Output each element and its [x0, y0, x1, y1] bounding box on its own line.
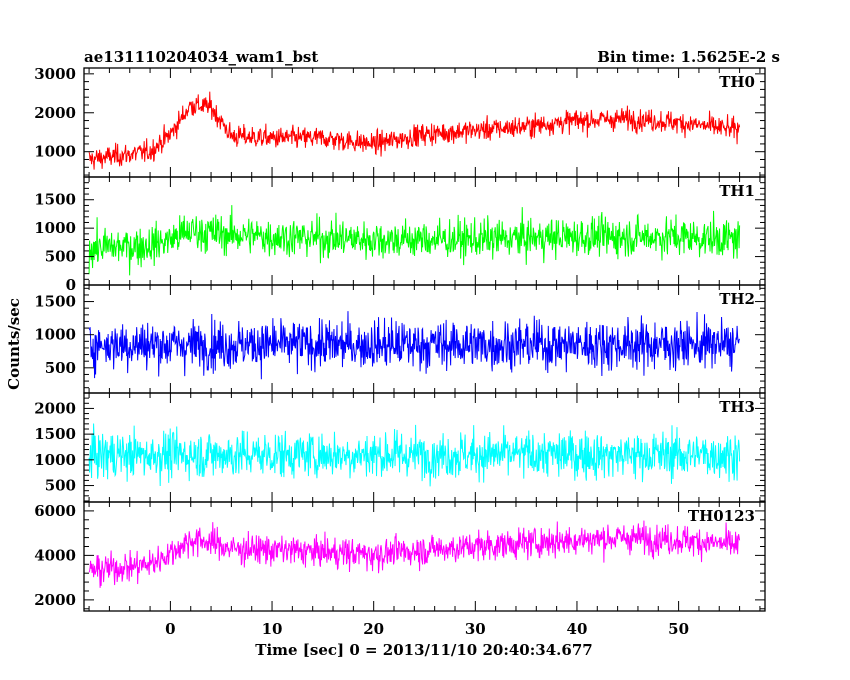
y-tick-label: 1000: [34, 451, 76, 469]
y-tick-label: 2000: [34, 399, 76, 417]
panel-frame-th0123: [83, 501, 766, 612]
y-tick-label: 1000: [34, 326, 76, 344]
x-tick-label: 40: [567, 620, 588, 638]
x-tick-label: 0: [165, 620, 175, 638]
y-tick-label: 1000: [34, 143, 76, 161]
series-line-th0: [88, 91, 741, 170]
panel-label-th2: TH2: [719, 290, 755, 308]
panel-label-th0: TH0: [719, 73, 755, 91]
x-tick-label: 30: [465, 620, 486, 638]
y-tick-label: 6000: [34, 502, 76, 520]
x-tick-label: 20: [363, 620, 384, 638]
series-line-th0123: [88, 520, 741, 588]
y-tick-label: 1500: [34, 191, 76, 209]
panel-label-th1: TH1: [719, 182, 755, 200]
series-line-th1: [88, 205, 741, 276]
y-axis-label: Counts/sec: [5, 298, 23, 390]
y-tick-label: 500: [45, 477, 76, 495]
y-tick-label: 0: [66, 276, 76, 294]
series-line-th3: [88, 423, 741, 487]
y-tick-label: 500: [45, 359, 76, 377]
header-right-bin-time: Bin time: 1.5625E-2 s: [597, 48, 780, 66]
y-tick-label: 1500: [34, 293, 76, 311]
panel-label-th0123: TH0123: [688, 507, 755, 525]
y-tick-label: 2000: [34, 104, 76, 122]
header-left-title: ae131110204034_wam1_bst: [84, 48, 318, 66]
y-tick-label: 4000: [34, 546, 76, 564]
x-tick-label: 10: [262, 620, 283, 638]
x-tick-label: 50: [668, 620, 689, 638]
y-tick-label: 3000: [34, 65, 76, 83]
series-line-th2: [88, 311, 741, 380]
y-tick-label: 500: [45, 248, 76, 266]
x-axis-label: Time [sec] 0 = 2013/11/10 20:40:34.677: [255, 641, 592, 659]
y-tick-label: 2000: [34, 591, 76, 609]
y-tick-label: 1000: [34, 219, 76, 237]
panel-label-th3: TH3: [719, 398, 755, 416]
y-tick-label: 1500: [34, 425, 76, 443]
